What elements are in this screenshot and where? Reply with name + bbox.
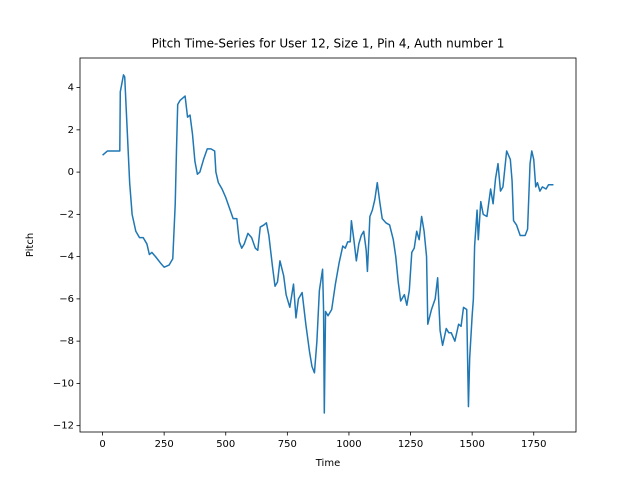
y-tick-label: −10	[53, 378, 74, 389]
y-axis-label: Pitch	[25, 233, 36, 257]
y-tick-label: −8	[59, 336, 74, 347]
y-tick-label: 0	[68, 167, 74, 178]
x-tick-label: 1000	[336, 439, 361, 450]
x-tick-label: 250	[155, 439, 174, 450]
y-tick-label: 4	[68, 83, 74, 94]
x-tick-label: 750	[278, 439, 297, 450]
x-tick-label: 1500	[459, 439, 484, 450]
x-tick-label: 1250	[398, 439, 423, 450]
x-tick-label: 0	[99, 439, 105, 450]
x-tick-label: 500	[216, 439, 235, 450]
y-tick-label: −12	[53, 421, 74, 432]
y-tick-label: −6	[59, 294, 74, 305]
x-tick-label: 1750	[521, 439, 546, 450]
y-tick-label: −4	[59, 252, 74, 263]
plot-frame	[79, 57, 577, 433]
line-series	[102, 74, 554, 414]
y-tick-label: 2	[68, 125, 74, 136]
x-axis-label: Time	[315, 458, 340, 469]
y-tick-label: −2	[59, 209, 74, 220]
chart-title: Pitch Time-Series for User 12, Size 1, P…	[152, 37, 505, 51]
